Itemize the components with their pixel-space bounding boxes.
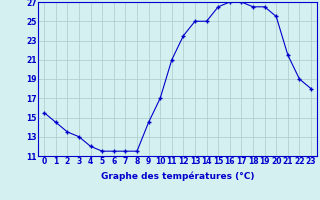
X-axis label: Graphe des températures (°C): Graphe des températures (°C) bbox=[101, 172, 254, 181]
